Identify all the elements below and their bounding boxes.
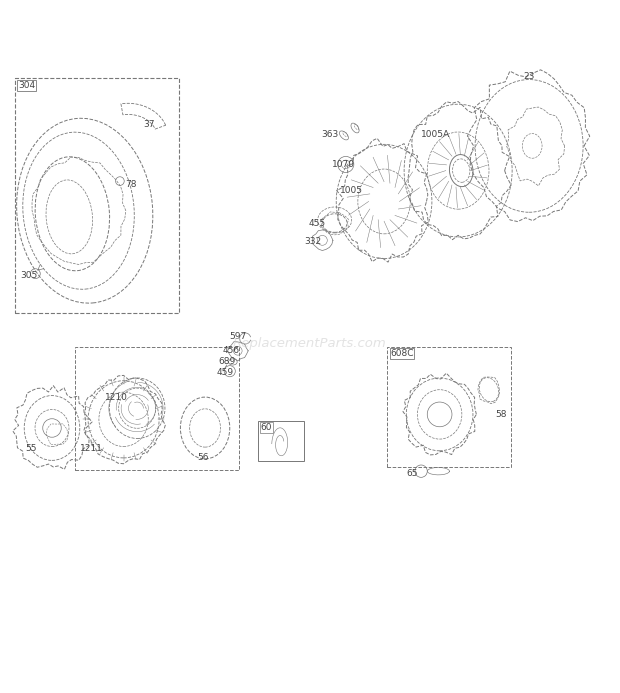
Text: 78: 78: [125, 179, 136, 188]
Text: 1070: 1070: [332, 160, 355, 169]
Text: 65: 65: [406, 468, 418, 477]
Text: 456: 456: [223, 346, 239, 356]
Text: 689: 689: [219, 358, 236, 367]
Text: 55: 55: [25, 444, 37, 453]
Bar: [257, 421, 304, 461]
Text: 305: 305: [20, 271, 37, 280]
Text: 597: 597: [230, 332, 247, 341]
Text: 332: 332: [304, 237, 321, 246]
Text: 304: 304: [18, 81, 35, 90]
Text: 1005A: 1005A: [421, 130, 450, 139]
Text: ReplacementParts.com: ReplacementParts.com: [233, 337, 387, 350]
Text: 58: 58: [495, 410, 507, 419]
Text: 60: 60: [260, 423, 272, 432]
Text: 363: 363: [321, 130, 339, 139]
Text: 459: 459: [216, 368, 233, 377]
Text: 1211: 1211: [81, 444, 104, 453]
Text: 608C: 608C: [390, 349, 414, 358]
Bar: [76, 346, 239, 470]
Text: 1210: 1210: [105, 393, 128, 402]
Text: 56: 56: [198, 453, 209, 462]
Text: 455: 455: [309, 218, 326, 227]
Text: 1005: 1005: [340, 186, 363, 195]
Text: 23: 23: [523, 72, 534, 81]
Bar: [15, 78, 179, 313]
Bar: [387, 346, 511, 467]
Text: 37: 37: [143, 120, 155, 129]
